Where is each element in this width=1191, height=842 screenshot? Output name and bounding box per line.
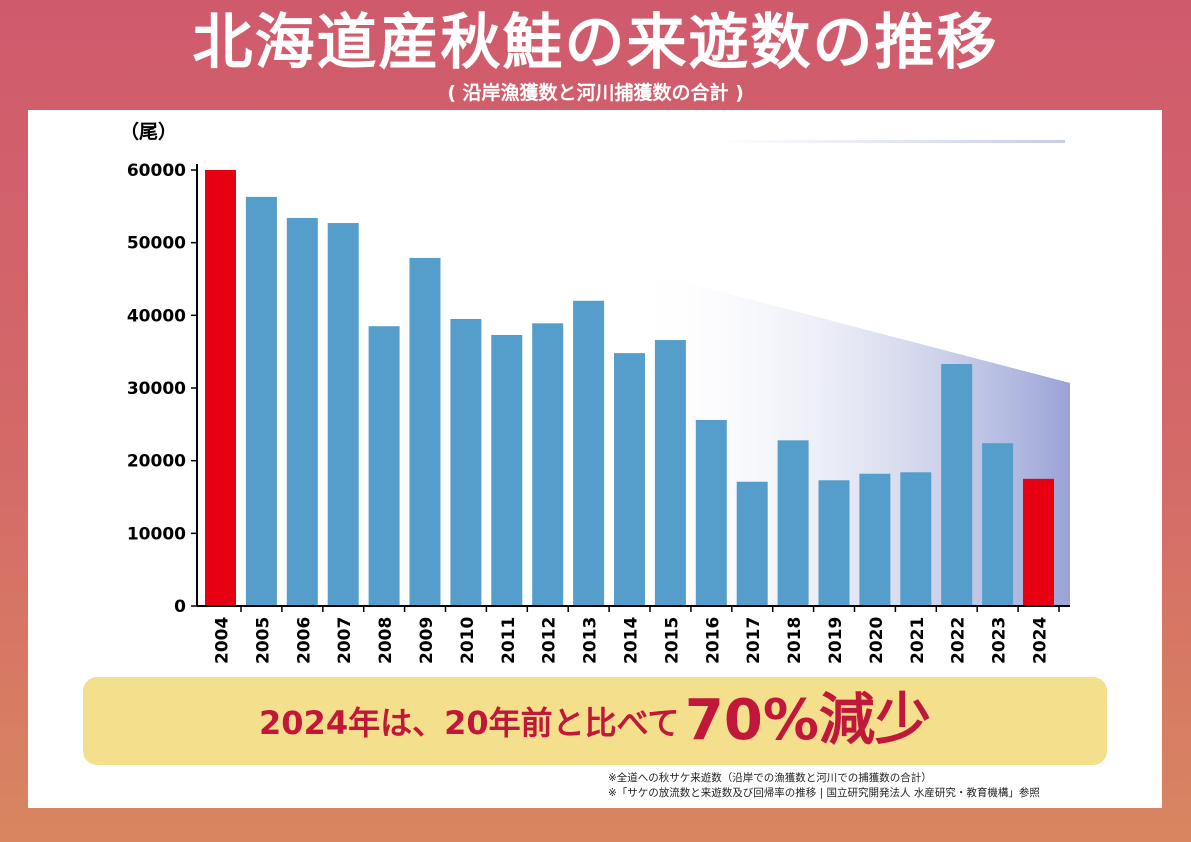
x-tick-label: 2024 <box>1031 617 1051 664</box>
x-tick-label: 2016 <box>703 617 723 664</box>
bar-2004 <box>205 170 236 606</box>
summary-highlight: 70%減少 <box>684 688 931 753</box>
y-axis-label: （尾） <box>120 120 177 143</box>
bar-2006 <box>286 217 318 606</box>
x-tick-label: 2012 <box>540 617 560 664</box>
summary-text: 2024年は、20年前と比べて <box>259 704 680 742</box>
x-tick-label: 2017 <box>744 617 764 664</box>
x-tick-label: 2010 <box>458 617 478 664</box>
bar-2019 <box>818 480 850 606</box>
y-tick-label: 60000 <box>127 161 186 181</box>
x-tick-label: 2008 <box>376 617 396 664</box>
x-tick-label: 2021 <box>908 617 928 664</box>
y-tick-label: 50000 <box>127 234 186 254</box>
decor-line <box>720 140 1065 143</box>
footnote: ※「サケの放流数と来遊数及び回帰率の推移 | 国立研究開発法人 水産研究・教育機… <box>608 787 1040 799</box>
x-tick-label: 2013 <box>581 617 601 664</box>
x-tick-label: 2004 <box>213 617 233 664</box>
y-tick-label: 20000 <box>127 452 186 472</box>
x-tick-label: 2011 <box>499 617 519 664</box>
bar-2016 <box>695 419 727 606</box>
page-subtitle: ( 沿岸漁獲数と河川捕獲数の合計 ) <box>447 82 744 104</box>
x-tick-label: 2020 <box>867 617 887 664</box>
bar-2013 <box>573 300 605 606</box>
bar-2023 <box>982 443 1014 606</box>
footnotes: ※全道への秋サケ来遊数（沿岸での漁獲数と河川での捕獲数の合計） ※「サケの放流数… <box>608 771 1040 801</box>
bar-2018 <box>777 440 809 606</box>
x-tick-label: 2009 <box>417 617 437 664</box>
x-tick-label: 2023 <box>990 617 1010 664</box>
bar-2020 <box>859 473 891 606</box>
y-tick-label: 40000 <box>127 306 186 326</box>
bar-2005 <box>245 196 277 607</box>
bar-2021 <box>900 472 932 606</box>
bar-2014 <box>614 353 645 606</box>
x-tick-label: 2005 <box>253 617 273 664</box>
bar-2011 <box>491 334 523 606</box>
x-tick-label: 2014 <box>622 617 642 664</box>
summary-banner: 2024年は、20年前と比べて 70%減少 <box>83 677 1107 765</box>
footnote: ※全道への秋サケ来遊数（沿岸での漁獲数と河川での捕獲数の合計） <box>608 772 932 784</box>
x-tick-label: 2019 <box>826 617 846 664</box>
bar-2012 <box>532 323 564 606</box>
bar-2017 <box>736 481 768 606</box>
y-tick-label: 10000 <box>127 524 186 544</box>
page-title: 北海道産秋鮭の来遊数の推移 <box>192 8 999 78</box>
x-tick-label: 2015 <box>662 617 682 664</box>
bar-2024 <box>1023 478 1054 606</box>
x-tick-label: 2007 <box>335 617 355 664</box>
bar-2010 <box>450 318 482 606</box>
bar-2015 <box>654 340 686 606</box>
bar-2022 <box>941 364 973 606</box>
y-tick-label: 30000 <box>127 379 186 399</box>
x-tick-label: 2018 <box>785 617 805 664</box>
x-tick-label: 2006 <box>294 617 314 664</box>
x-tick-label: 2022 <box>949 617 969 664</box>
bar-2009 <box>409 257 441 606</box>
bar-2007 <box>327 223 359 606</box>
bar-2008 <box>368 326 400 606</box>
y-tick-label: 0 <box>174 597 186 617</box>
